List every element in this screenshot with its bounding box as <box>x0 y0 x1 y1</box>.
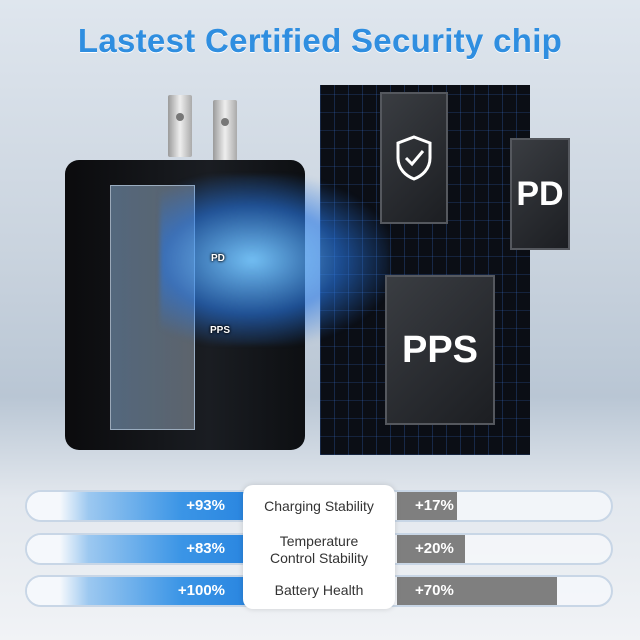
plug-prong <box>213 100 237 162</box>
pps-chip: PPS <box>385 275 495 425</box>
other-bar: +20% <box>397 535 465 563</box>
other-value: +70% <box>415 582 454 599</box>
other-value: +17% <box>415 497 454 514</box>
shield-check-icon <box>396 135 432 181</box>
ours-bar: +83% <box>27 535 247 563</box>
security-chip <box>380 92 448 224</box>
ours-bar: +93% <box>27 492 247 520</box>
pd-chip: PD <box>510 138 570 250</box>
ours-value: +100% <box>177 582 225 599</box>
ours-value: +83% <box>186 540 225 557</box>
pd-chip-label: PD <box>516 174 564 213</box>
plug-prong <box>168 95 192 157</box>
page-title: Lastest Certified Security chip <box>77 22 563 59</box>
row-label: Charging Stability <box>264 498 374 514</box>
row-label: Temperature Control Stability <box>269 533 369 566</box>
pps-label: PPS <box>210 325 231 336</box>
label-panel <box>243 485 395 609</box>
pd-label: PD <box>211 253 225 264</box>
pps-chip-label: PPS <box>401 328 479 371</box>
other-bar: +17% <box>397 492 457 520</box>
other-bar: +70% <box>397 577 557 605</box>
ours-value: +93% <box>186 497 225 514</box>
other-value: +20% <box>415 540 454 557</box>
ours-bar: +100% <box>27 577 247 605</box>
energy-beam <box>160 175 390 345</box>
row-label: Battery Health <box>274 582 364 598</box>
